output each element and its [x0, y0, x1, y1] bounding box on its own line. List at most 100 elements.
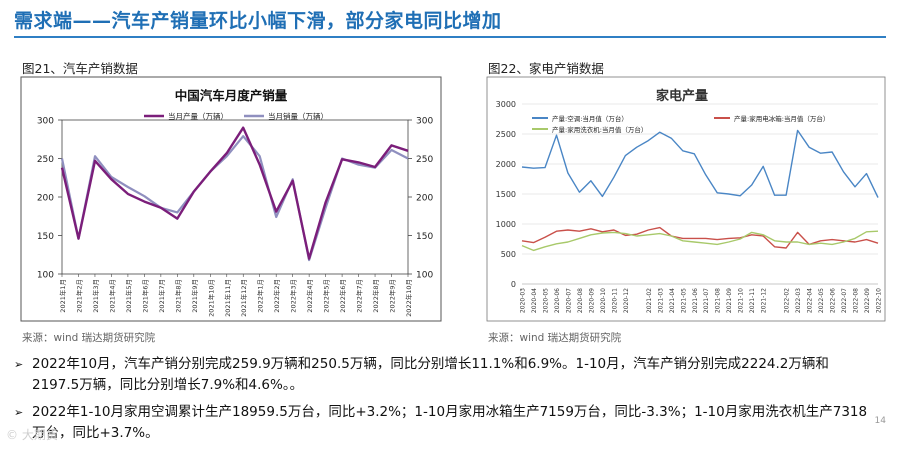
legend-label-2: 产量:家用洗衣机:当月值（万台）	[552, 125, 647, 134]
y-tick-label: 150	[37, 232, 54, 242]
source-note-appliance: 来源：wind 瑞达期货研究院	[488, 332, 622, 344]
commentary-list: ➢ 2022年10月，汽车产销分别完成259.9万辆和250.5万辆，同比分别增…	[12, 354, 872, 444]
x-tick-label: 2021年6月	[140, 279, 149, 313]
legend-label-0: 当月产量（万辆）	[168, 111, 228, 121]
x-tick-label: 2022-08	[853, 288, 860, 313]
x-tick-label: 2022-06	[830, 288, 837, 313]
x-tick-label: 2021-07	[703, 288, 710, 313]
chart-frame	[20, 76, 442, 322]
x-tick-label: 2021-09	[726, 288, 733, 313]
title-divider	[14, 36, 886, 38]
chart-title: 中国汽车月度产销量	[175, 88, 288, 103]
x-tick-label: 2021-04	[669, 288, 676, 313]
legend-label-1: 当月销量（万辆）	[268, 111, 328, 121]
y2-tick-label: 100	[416, 271, 433, 281]
x-tick-label: 2022-09	[864, 288, 871, 313]
x-tick-label: 2022-04	[807, 288, 814, 313]
x-tick-label: 2022年8月	[371, 279, 380, 313]
x-tick-label: 2022-03	[795, 288, 802, 313]
x-tick-label: 2021年3月	[91, 279, 100, 313]
x-tick-label: 2022-02	[784, 288, 791, 313]
x-tick-label: 2021-06	[692, 288, 699, 313]
commentary-text: 2022年1-10月家用空调累计生产18959.5万台，同比+3.2%；1-10…	[32, 404, 868, 441]
figure-caption-auto: 图21、汽车产销数据	[22, 61, 138, 76]
appliance-chart-container: 家电产量 0 500 1000 1500 2000 2500 3000 2020-03 2020-…	[486, 76, 886, 322]
x-tick-label: 2021年8月	[173, 279, 182, 313]
y2-tick-label: 300	[416, 117, 433, 127]
series-line-2	[521, 230, 879, 252]
x-tick-label: 2021年11月	[223, 279, 232, 317]
x-tick-label: 2020-12	[623, 288, 630, 313]
x-tick-label: 2022-07	[841, 288, 848, 313]
x-tick-label: 2021-05	[680, 288, 687, 313]
chart-title: 家电产量	[656, 88, 708, 104]
auto-chart-container: 中国汽车月度产销量当月产量（万辆） 当月销量（万辆） 100 150 200 250 300…	[20, 76, 442, 322]
y-tick-label: 0	[511, 280, 516, 289]
x-tick-label: 2021年1月	[58, 279, 67, 313]
x-tick-label: 2022年5月	[322, 279, 331, 313]
legend-label-1: 产量:家用电冰箱:当月值（万台）	[734, 114, 829, 123]
source-note-auto: 来源：wind 瑞达期货研究院	[22, 332, 156, 344]
x-tick-label: 2020-07	[565, 288, 572, 313]
y-tick-label: 100	[37, 271, 54, 281]
y-tick-label: 200	[37, 194, 54, 204]
x-tick-label: 2020-03	[520, 288, 527, 313]
y2-tick-label: 250	[416, 155, 433, 165]
x-tick-label: 2022年2月	[272, 279, 281, 313]
y2-tick-label: 200	[416, 194, 433, 204]
series-line-1	[521, 226, 879, 249]
title-bar: 需求端——汽车产销量环比小幅下滑，部分家电同比增加	[0, 0, 900, 40]
x-tick-label: 2020-11	[611, 288, 618, 313]
y-tick-label: 500	[501, 250, 516, 259]
x-tick-label: 2021年5月	[124, 279, 133, 313]
series-line-0	[60, 126, 409, 260]
x-tick-label: 2021-03	[657, 288, 664, 313]
x-tick-label: 2021年7月	[157, 279, 166, 313]
x-tick-label: 2021-02	[646, 288, 653, 313]
x-tick-label: 2022年9月	[388, 279, 397, 313]
x-tick-label: 2021年12月	[239, 279, 248, 317]
x-tick-label: 2022-10	[876, 288, 883, 313]
x-tick-label: 2022年10月	[404, 279, 413, 317]
y2-tick-label: 150	[416, 232, 433, 242]
x-tick-label: 2020-08	[577, 288, 584, 313]
x-tick-label: 2020-09	[588, 288, 595, 313]
series-line-0	[521, 129, 879, 198]
y-tick-label: 300	[37, 117, 54, 127]
page-number: 14	[874, 416, 886, 426]
chart-frame	[486, 76, 886, 322]
legend-label-0: 产量:空调:当月值（万台）	[552, 114, 628, 123]
x-tick-label: 2022年6月	[338, 279, 347, 313]
arrow-bullet-icon: ➢	[14, 358, 24, 371]
y-tick-label: 250	[37, 155, 54, 165]
x-tick-label: 2021年10月	[206, 279, 215, 317]
x-tick-label: 2020-05	[542, 288, 549, 313]
y-tick-label: 1000	[496, 220, 516, 229]
x-tick-label: 2022年3月	[289, 279, 298, 313]
commentary-text: 2022年10月，汽车产销分别完成259.9万辆和250.5万辆，同比分别增长1…	[32, 356, 829, 393]
watermark-logo: © 大期货	[6, 428, 58, 442]
y-tick-label: 1500	[496, 190, 516, 199]
x-tick-label: 2021-11	[749, 288, 756, 313]
x-tick-label: 2022-05	[818, 288, 825, 313]
x-tick-label: 2021-08	[715, 288, 722, 313]
x-tick-label: 2021年4月	[107, 279, 116, 313]
page-title: 需求端——汽车产销量环比小幅下滑，部分家电同比增加	[14, 10, 502, 32]
y-tick-label: 3000	[496, 100, 516, 109]
arrow-bullet-icon: ➢	[14, 406, 24, 419]
y-tick-label: 2000	[496, 160, 516, 169]
y-tick-label: 2500	[496, 130, 516, 139]
x-tick-label: 2021-10	[738, 288, 745, 313]
x-tick-label: 2020-06	[554, 288, 561, 313]
commentary-item-appliance: ➢ 2022年1-10月家用空调累计生产18959.5万台，同比+3.2%；1-…	[12, 402, 872, 444]
x-tick-label: 2022年7月	[355, 279, 364, 313]
figure-caption-appliance: 图22、家电产销数据	[488, 61, 604, 76]
commentary-item-auto: ➢ 2022年10月，汽车产销分别完成259.9万辆和250.5万辆，同比分别增…	[12, 354, 872, 396]
x-tick-label: 2021年2月	[74, 279, 83, 313]
x-tick-label: 2022年4月	[305, 279, 314, 313]
x-tick-label: 2020-10	[600, 288, 607, 313]
appliance-production-chart: 家电产量 0 500 1000 1500 2000 2500 3000 2020-03 2020-…	[486, 76, 886, 322]
x-tick-label: 2022年1月	[256, 279, 265, 313]
x-tick-label: 2020-04	[531, 288, 538, 313]
